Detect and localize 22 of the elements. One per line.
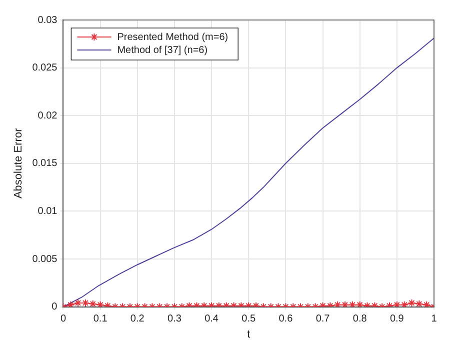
x-tick-label: 0.5 <box>242 314 256 325</box>
x-tick-label: 0 <box>60 314 66 325</box>
y-tick-label: 0 <box>52 302 58 313</box>
legend-label: Method of [37] (n=6) <box>117 44 208 56</box>
x-tick-label: 0.4 <box>204 314 219 325</box>
x-tick-label: 0.8 <box>352 314 368 325</box>
x-tick-label: 0.6 <box>278 314 294 325</box>
x-tick-label: 0.2 <box>130 314 145 325</box>
y-tick-label: 0.015 <box>32 158 58 170</box>
y-axis-title: Absolute Error <box>12 128 25 199</box>
x-tick-label: 1 <box>431 314 438 325</box>
legend-label: Presented Method (m=6) <box>117 32 228 43</box>
y-tick-label: 0.025 <box>32 62 58 74</box>
y-tick-label: 0.02 <box>38 110 58 122</box>
x-axis-title: t <box>247 328 250 340</box>
x-tick-label: 0.1 <box>93 314 108 325</box>
x-tick-label: 0.7 <box>316 314 330 325</box>
y-tick-label: 0.01 <box>38 206 58 217</box>
x-tick-label: 0.9 <box>390 314 404 325</box>
x-tick-label: 0.3 <box>168 314 182 325</box>
y-tick-label: 0.03 <box>38 14 58 26</box>
y-tick-label: 0.005 <box>32 254 58 265</box>
